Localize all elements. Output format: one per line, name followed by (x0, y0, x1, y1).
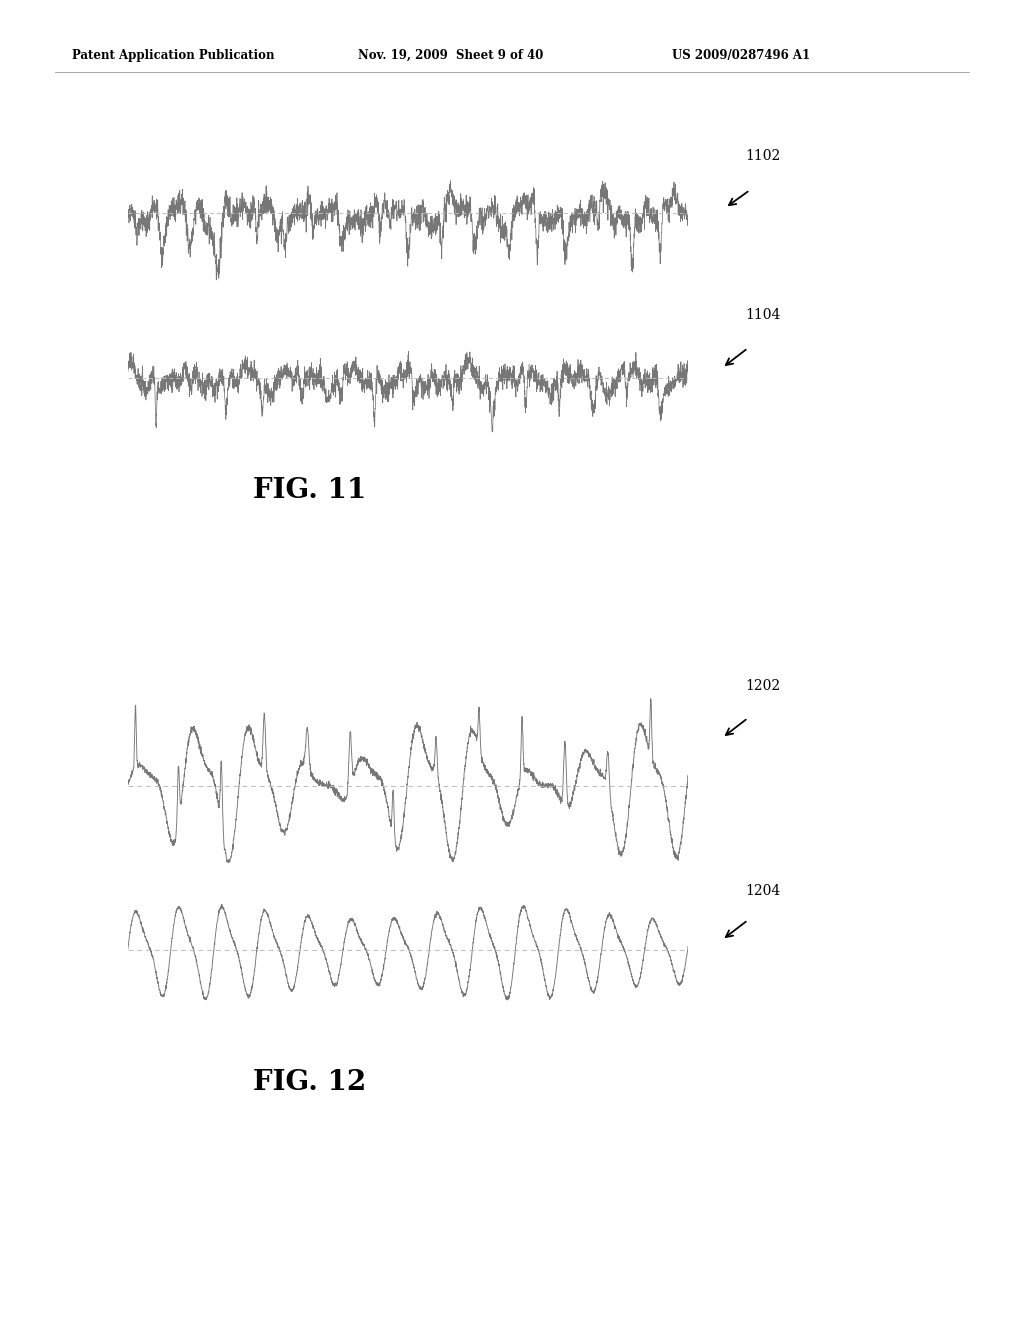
Text: US 2009/0287496 A1: US 2009/0287496 A1 (672, 49, 810, 62)
Text: Nov. 19, 2009  Sheet 9 of 40: Nov. 19, 2009 Sheet 9 of 40 (358, 49, 544, 62)
Text: Patent Application Publication: Patent Application Publication (72, 49, 274, 62)
Text: 1104: 1104 (745, 308, 780, 322)
Text: 1102: 1102 (745, 149, 780, 162)
Text: FIG. 11: FIG. 11 (253, 477, 367, 503)
Text: 1204: 1204 (745, 884, 780, 898)
Text: FIG. 12: FIG. 12 (253, 1069, 367, 1097)
Text: 1202: 1202 (745, 678, 780, 693)
